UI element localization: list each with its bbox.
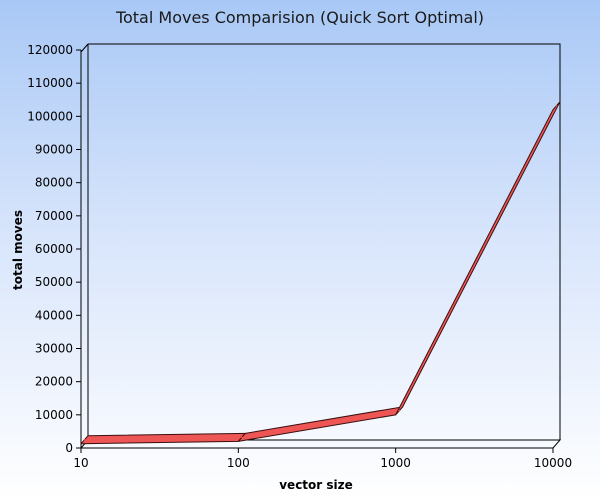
series-segment	[237, 406, 404, 442]
x-axis-ticks: 10 100 1000 10000	[73, 448, 572, 470]
x-tick-label: 10000	[534, 456, 572, 470]
y-axis-title: total moves	[11, 210, 25, 290]
x-tick-label: 1000	[380, 456, 411, 470]
plot-frame	[80, 43, 562, 449]
x-tick-label: 10	[73, 456, 88, 470]
y-tick-label: 40000	[35, 308, 73, 322]
series-segment	[395, 101, 561, 416]
series-point	[83, 438, 86, 441]
series-layer	[80, 101, 561, 445]
y-tick-label: 120000	[27, 43, 73, 57]
y-tick-label: 50000	[35, 275, 73, 289]
back-wall-top-right	[88, 43, 561, 440]
frame-line	[80, 43, 89, 53]
y-tick-label: 20000	[35, 375, 73, 389]
series-point	[555, 104, 558, 107]
y-tick-label: 110000	[27, 76, 73, 90]
series-point	[398, 410, 400, 412]
y-tick-label: 60000	[35, 242, 73, 256]
y-tick-label: 80000	[35, 176, 73, 190]
y-tick-label: 90000	[35, 143, 73, 157]
y-tick-label: 100000	[27, 109, 73, 123]
y-tick-label: 0	[65, 441, 73, 455]
y-tick-label: 30000	[35, 342, 73, 356]
chart-title: Total Moves Comparision (Quick Sort Opti…	[115, 8, 484, 27]
y-tick-label: 10000	[35, 408, 73, 422]
x-axis-title: vector size	[279, 478, 353, 492]
x-tick-label: 100	[227, 456, 250, 470]
series-point	[241, 436, 243, 439]
y-axis-ticks: 0 10000 20000 30000 40000 50000 60000 70000 8000…	[27, 43, 81, 455]
y-tick-label: 70000	[35, 209, 73, 223]
series-segment	[80, 432, 246, 445]
